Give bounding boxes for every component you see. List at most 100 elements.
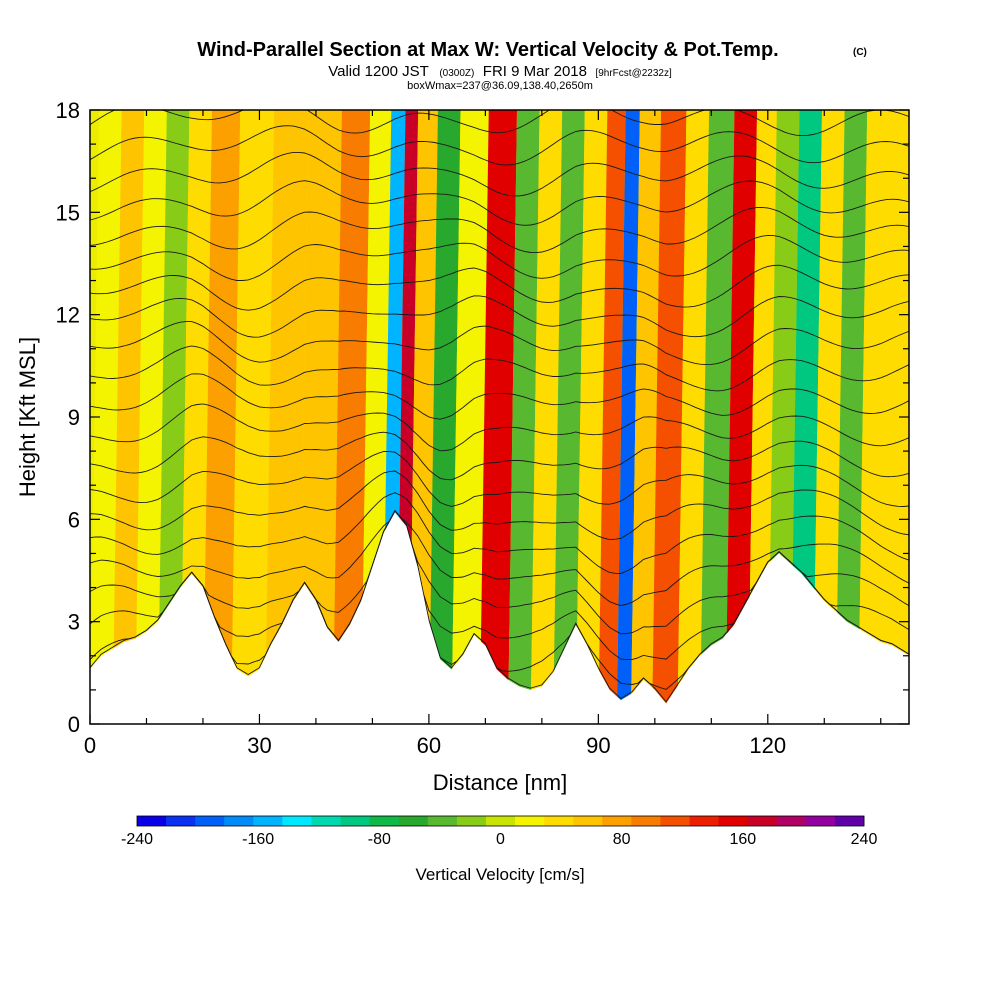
colorbar-frame [136,815,865,827]
velocity-band [616,110,640,724]
isentrope-line [90,234,909,281]
colorbar-swatch [544,816,574,826]
velocity-band [700,110,735,724]
velocity-band [428,110,461,724]
colorbar-tick-label: -160 [242,831,274,848]
colorbar-swatch [282,816,312,826]
colorbar-swatch [340,816,371,826]
plot-area [90,110,909,724]
velocity-band [180,110,213,724]
valid-date: FRI 9 Mar 2018 [483,63,587,80]
colorbar-swatch [398,816,429,826]
colorbar-swatch [166,816,196,826]
velocity-band [725,110,758,724]
x-tick-label: 0 [84,733,96,758]
colorbar-swatch [689,816,719,826]
colorbar-swatch [515,816,545,826]
y-tick-label: 3 [68,610,80,635]
isentrope-line [90,373,909,420]
colorbar-swatch [195,816,225,826]
valid-time: Valid 1200 JST [328,63,429,80]
colorbar-swatch [427,816,458,826]
y-axis-label: Height [Kft MSL] [15,337,40,497]
x-tick-label: 60 [417,733,441,758]
colorbar-swatch [747,816,778,826]
isentrope-line [90,510,909,635]
isentropes [90,110,909,703]
velocity-band [507,110,540,724]
colorbar-swatch [805,816,836,826]
colorbar-tick-label: 240 [851,831,878,848]
velocity-band [858,110,890,724]
velocity-band [812,110,845,724]
colorbar-swatch [253,816,283,826]
colorbar-swatch [660,816,690,826]
colorbar-swatch [602,816,632,826]
y-tick-label: 15 [56,200,80,225]
y-tick-label: 0 [68,712,80,737]
colorbar-swatch [834,816,865,826]
colorbar-tick-label: 0 [496,831,505,848]
isentrope-line [90,295,909,338]
x-axis-label: Distance [nm] [433,770,568,795]
chart-subtitle: Valid 1200 JST (0300Z) FRI 9 Mar 2018 [9… [328,63,672,80]
velocity-band [265,110,309,724]
terrain [90,512,909,724]
isentrope-line [90,206,909,254]
colorbar-tick-label: -240 [121,831,153,848]
isentrope-line [90,125,909,166]
isentrope-line [90,321,909,366]
colorbar-swatch [573,816,603,826]
isentrope-line [90,403,909,452]
isentrope-line [90,431,909,481]
y-tick-label: 9 [68,405,80,430]
box-info: boxWmax=237@36.09,138.40,2650m [407,80,593,92]
chart-title: Wind-Parallel Section at Max W: Vertical… [197,39,778,61]
velocity-band [231,110,275,724]
axis-ticks: 0 30 60 90 120 0 3 6 9 12 15 18 [56,98,909,758]
valid-utc: (0300Z) [439,68,474,79]
forecast-info: [9hrFcst@2232z] [595,68,672,79]
isentrope-line [90,470,909,541]
isentrope-line [90,510,909,606]
velocity-band [135,110,167,724]
y-tick-label: 6 [68,507,80,532]
velocity-band [835,110,868,724]
colorbar-tick-label: 160 [729,831,756,848]
velocity-band [652,110,687,724]
isentrope-line [90,180,909,226]
colorbar-swatch [485,816,516,826]
colorbar-swatch [631,816,661,826]
colorbar-title: Vertical Velocity [cm/s] [415,865,584,884]
colorbar-swatch [137,816,167,826]
colorbar-swatch [311,816,341,826]
x-tick-label: 120 [749,733,786,758]
velocity-band [530,110,563,724]
colorbar-swatch [224,816,254,826]
isentrope-line [90,110,909,137]
velocity-band [451,110,489,724]
isentrope-line [90,264,909,311]
isentrope-line [90,345,909,392]
isentrope-line [90,151,909,197]
velocity-band [479,110,518,724]
colorbar-swatch [718,816,749,826]
velocity-band [298,110,342,724]
colorbar: -240 -160 -80 0 80 160 240 [121,815,878,848]
velocity-band [677,110,710,724]
colorbar-swatch [456,816,487,826]
chart-title-mark: (C) [853,47,867,58]
velocity-band [202,110,241,724]
colorbar-swatch [369,816,400,826]
isentrope-line [90,492,909,574]
y-tick-label: 12 [56,303,80,328]
colorbar-tick-label: -80 [368,831,391,848]
colorbar-tick-label: 80 [613,831,631,848]
y-tick-label: 18 [56,98,80,123]
isentrope-line [90,451,909,507]
colorbar-swatch [776,816,807,826]
x-tick-label: 90 [586,733,610,758]
velocity-band [90,110,122,724]
x-tick-label: 30 [247,733,271,758]
